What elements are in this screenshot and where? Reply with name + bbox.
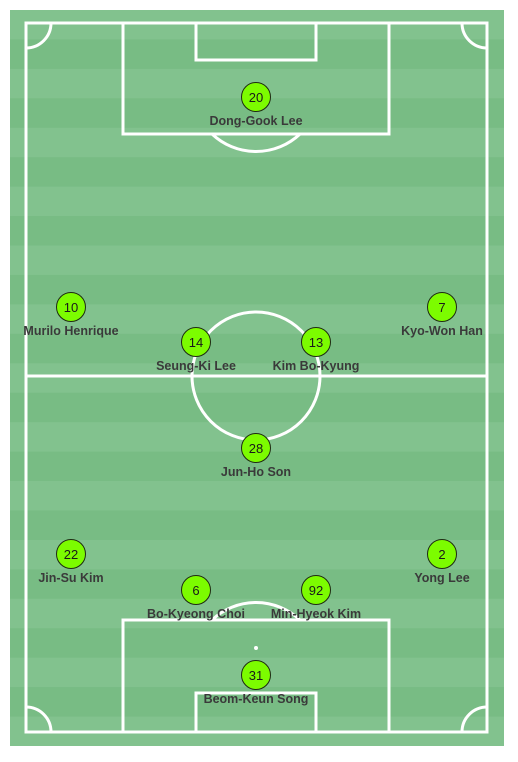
player-marker[interactable]: 28 Jun-Ho Son xyxy=(176,433,336,479)
top-penalty-arc xyxy=(210,132,302,153)
grass-stripe xyxy=(10,569,504,600)
grass-stripe xyxy=(10,333,504,364)
player-marker[interactable]: 10 Murilo Henrique xyxy=(0,292,151,338)
player-marker[interactable]: 2 Yong Lee xyxy=(362,539,518,585)
player-name: Min-Hyeok Kim xyxy=(270,607,362,621)
bottom-penalty-arc xyxy=(210,601,302,622)
player-marker[interactable]: 14 Seung-Ki Lee xyxy=(116,327,276,373)
player-name: Seung-Ki Lee xyxy=(156,359,236,373)
grass-stripe xyxy=(10,39,504,70)
shirt-number-badge: 2 xyxy=(427,539,457,569)
grass-stripe xyxy=(10,127,504,158)
grass-stripe xyxy=(10,510,504,541)
player-name: Beom-Keun Song xyxy=(203,692,309,706)
player-name: Murilo Henrique xyxy=(23,324,119,338)
grass-stripe xyxy=(10,363,504,394)
shirt-number-badge: 31 xyxy=(241,660,271,690)
grass-stripe xyxy=(10,157,504,188)
bottom-goal-area xyxy=(194,691,318,734)
player-marker[interactable]: 13 Kim Bo-Kyung xyxy=(236,327,396,373)
top-goal-area xyxy=(194,21,318,62)
grass-stripe xyxy=(10,304,504,335)
grass-stripe xyxy=(10,539,504,570)
player-name: Bo-Kyeong Choi xyxy=(147,607,245,621)
grass-stripe xyxy=(10,628,504,659)
corner-arc-bottom-left xyxy=(25,705,53,733)
grass-stripe xyxy=(10,392,504,423)
grass-stripe xyxy=(10,186,504,217)
player-marker[interactable]: 92 Min-Hyeok Kim xyxy=(236,575,396,621)
shirt-number-badge: 6 xyxy=(181,575,211,605)
grass-stripe xyxy=(10,216,504,247)
football-pitch: 20 Dong-Gook Lee 10 Murilo Henrique 7 Ky… xyxy=(10,10,504,746)
penalty-spot xyxy=(254,646,258,650)
player-name: Kim Bo-Kyung xyxy=(272,359,360,373)
shirt-number-badge: 28 xyxy=(241,433,271,463)
pitch-markings xyxy=(10,10,504,746)
shirt-number-badge: 92 xyxy=(301,575,331,605)
player-name: Kyo-Won Han xyxy=(401,324,483,338)
player-marker[interactable]: 22 Jin-Su Kim xyxy=(0,539,151,585)
grass-stripe xyxy=(10,10,504,40)
player-marker[interactable]: 7 Kyo-Won Han xyxy=(362,292,518,338)
grass-stripe xyxy=(10,274,504,305)
corner-arc-top-right xyxy=(460,22,488,50)
player-marker[interactable]: 20 Dong-Gook Lee xyxy=(176,82,336,128)
player-marker[interactable]: 6 Bo-Kyeong Choi xyxy=(116,575,276,621)
shirt-number-badge: 7 xyxy=(427,292,457,322)
shirt-number-badge: 13 xyxy=(301,327,331,357)
shirt-number-badge: 22 xyxy=(56,539,86,569)
player-name: Yong Lee xyxy=(414,571,470,585)
player-marker[interactable]: 31 Beom-Keun Song xyxy=(176,660,336,706)
player-name: Jin-Su Kim xyxy=(38,571,104,585)
shirt-number-badge: 10 xyxy=(56,292,86,322)
corner-arc-bottom-right xyxy=(460,705,488,733)
player-name: Dong-Gook Lee xyxy=(209,114,303,128)
player-name: Jun-Ho Son xyxy=(220,465,292,479)
grass-stripe xyxy=(10,481,504,511)
grass-stripe xyxy=(10,245,504,276)
shirt-number-badge: 20 xyxy=(241,82,271,112)
shirt-number-badge: 14 xyxy=(181,327,211,357)
corner-arc-top-left xyxy=(25,22,53,50)
